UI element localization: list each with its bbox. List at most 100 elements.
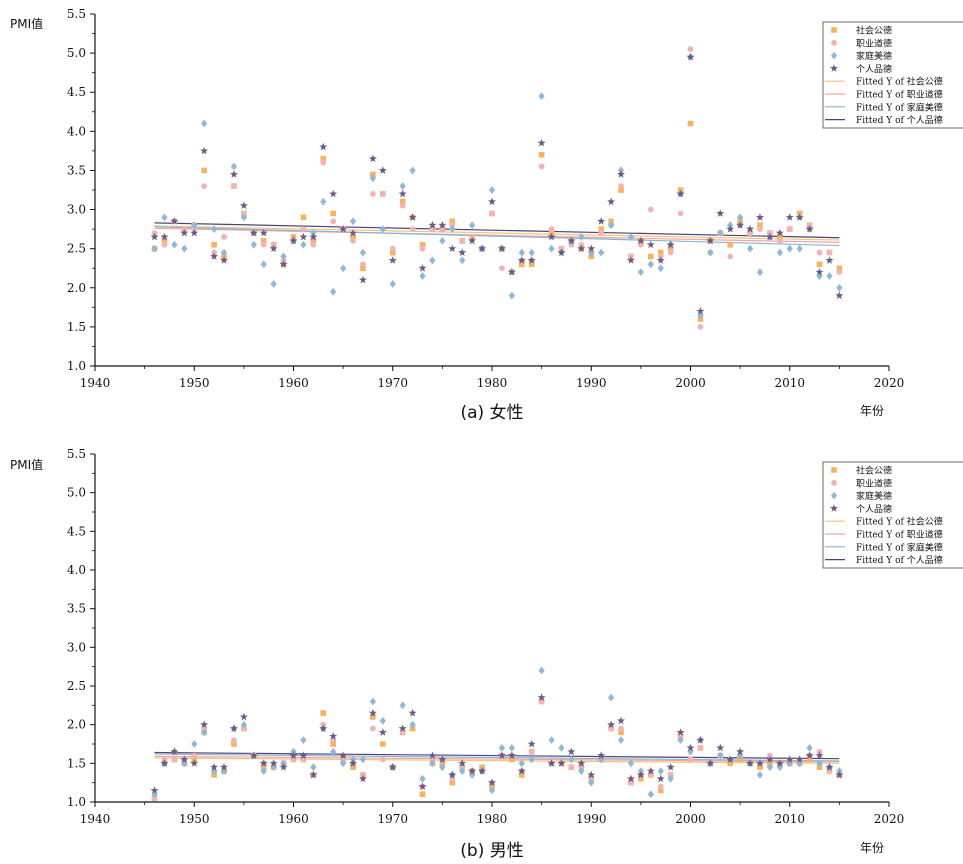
data-point (419, 774, 426, 783)
data-point (448, 770, 457, 779)
fit-line (154, 751, 840, 760)
data-point (697, 323, 704, 330)
data-point (191, 752, 198, 759)
data-point (418, 264, 427, 272)
data-point (358, 774, 367, 783)
legend-box (822, 461, 963, 569)
data-point (777, 234, 783, 240)
data-point (667, 774, 674, 783)
data-point (370, 725, 376, 732)
data-point (636, 236, 645, 245)
x-tick-label: 2010 (774, 376, 805, 390)
data-point (300, 226, 307, 233)
data-point (428, 221, 437, 229)
data-point (379, 191, 386, 197)
data-point (816, 249, 823, 256)
data-point (825, 256, 834, 264)
data-point (775, 228, 784, 237)
legend-label: Fitted Y of 社会公德 (856, 516, 943, 528)
data-point (518, 759, 525, 768)
legend-label: Fitted Y of 个人品德 (856, 554, 943, 566)
data-point (359, 248, 367, 257)
data-point (607, 720, 616, 729)
data-point (638, 776, 644, 782)
data-point (508, 291, 515, 300)
data-point (527, 256, 536, 264)
series-star (150, 693, 844, 794)
data-point (697, 316, 704, 322)
data-point (727, 253, 734, 260)
data-point (370, 171, 376, 178)
data-point (211, 241, 217, 248)
data-point (300, 240, 307, 249)
data-point (696, 307, 705, 315)
data-point (577, 759, 586, 767)
data-point (498, 743, 506, 752)
data-point (378, 166, 387, 174)
data-point (418, 782, 427, 790)
data-point (300, 736, 307, 745)
data-point (399, 701, 406, 710)
data-point (499, 265, 505, 272)
data-point (776, 248, 783, 257)
x-tick-label: 1940 (80, 376, 111, 390)
data-point (527, 739, 536, 748)
data-point (816, 759, 823, 768)
data-point (260, 260, 267, 269)
data-point (765, 755, 774, 763)
data-point (389, 279, 396, 288)
data-point (666, 763, 675, 771)
x-tick-label: 1950 (179, 376, 210, 390)
data-point (697, 744, 704, 751)
data-point (330, 741, 336, 747)
data-point (150, 786, 159, 794)
x-tick-label: 1980 (477, 812, 508, 826)
data-point (240, 213, 247, 222)
data-point (231, 737, 237, 744)
data-point (458, 759, 467, 767)
legend-label: Fitted Y of 社会公德 (856, 76, 943, 88)
legend-marker (831, 27, 837, 33)
data-point (309, 770, 318, 779)
data-point (548, 226, 555, 233)
data-point (468, 236, 477, 245)
data-point (201, 183, 208, 189)
data-point (171, 240, 178, 249)
data-point (737, 213, 744, 222)
data-point (557, 248, 566, 256)
data-point (617, 170, 626, 178)
legend-label: 职业道德 (856, 37, 892, 49)
data-point (259, 759, 268, 767)
data-point (330, 747, 337, 756)
x-tick-label: 1980 (477, 376, 508, 390)
data-point (816, 261, 823, 268)
data-point (220, 256, 229, 264)
data-point (300, 214, 307, 221)
data-point (677, 736, 684, 745)
series-circle (151, 46, 843, 330)
data-point (458, 248, 467, 256)
data-point (269, 244, 278, 253)
legend-marker (830, 491, 838, 500)
data-point (538, 163, 545, 170)
data-point (230, 162, 238, 171)
data-point (776, 237, 783, 244)
data-point (636, 770, 645, 779)
data-point (598, 230, 605, 236)
data-point (806, 756, 813, 763)
data-point (765, 232, 774, 241)
data-point (231, 183, 237, 189)
data-point (210, 225, 218, 234)
chart-panel-1: 1.0 1.5 2.0 2.5 3.0 3.5 4.0 4.5 5.0 5.5 1940 1950 19… (10, 7, 963, 423)
data-point (488, 786, 496, 795)
data-point (398, 724, 407, 732)
data-point (449, 222, 456, 229)
y-tick-label: 2.0 (67, 281, 86, 295)
data-point (448, 244, 457, 253)
data-point (617, 716, 626, 725)
data-point (755, 759, 764, 767)
data-point (369, 174, 377, 183)
data-point (260, 238, 267, 244)
data-point (330, 287, 337, 296)
